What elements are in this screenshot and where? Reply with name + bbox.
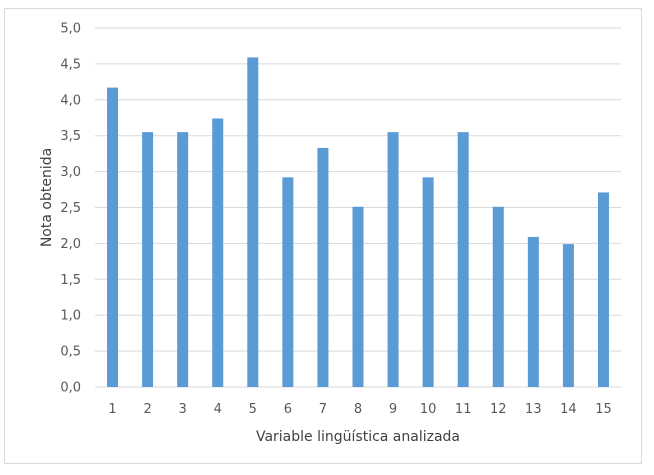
x-tick-label: 13 [525,402,542,417]
bar [247,57,259,388]
x-tick-label: 12 [490,402,507,417]
x-tick-label: 7 [319,402,327,417]
x-tick-label: 4 [214,402,222,417]
y-tick-label: 3,0 [60,165,81,180]
x-tick-label: 9 [389,402,397,417]
bars [107,57,609,388]
x-tick-label: 2 [143,402,151,417]
x-tick-label: 10 [420,402,437,417]
y-tick-label: 0,5 [60,345,81,360]
x-tick-label: 6 [284,402,292,417]
bar [177,132,189,387]
y-tick-label: 1,0 [60,309,81,324]
bar [492,206,504,387]
x-tick-label: 5 [249,402,257,417]
y-tick-labels: 0,0 0,5 1,0 1,5 2,0 2,5 3,0 3,5 4,0 4,5 5,0 [60,22,81,396]
y-tick-label: 0,0 [60,381,81,396]
bar [352,206,364,387]
x-tick-label: 8 [354,402,362,417]
x-tick-label: 3 [179,402,187,417]
bar [282,177,294,387]
bar [212,118,224,387]
x-axis-title: Variable lingüística analizada [256,429,460,445]
x-tick-label: 14 [560,402,577,417]
x-tick-labels: 1 2 3 4 5 6 7 8 9 10 11 12 13 14 15 [108,402,611,417]
bar [457,132,469,387]
bar [317,147,329,387]
y-tick-label: 5,0 [60,22,81,37]
bar [387,132,399,387]
y-tick-label: 4,5 [60,57,81,72]
y-tick-label: 3,5 [60,129,81,144]
y-tick-label: 4,0 [60,93,81,108]
bar [422,177,434,387]
bar [562,244,574,387]
bar [597,192,609,387]
x-tick-label: 15 [595,402,612,417]
bar [107,87,119,388]
y-tick-label: 2,5 [60,201,81,216]
y-tick-label: 2,0 [60,237,81,252]
x-tick-label: 1 [108,402,116,417]
y-tick-label: 1,5 [60,273,81,288]
x-tick-label: 11 [455,402,472,417]
y-axis-title: Nota obtenida [39,148,55,247]
bar [142,132,154,387]
bar [527,236,539,387]
